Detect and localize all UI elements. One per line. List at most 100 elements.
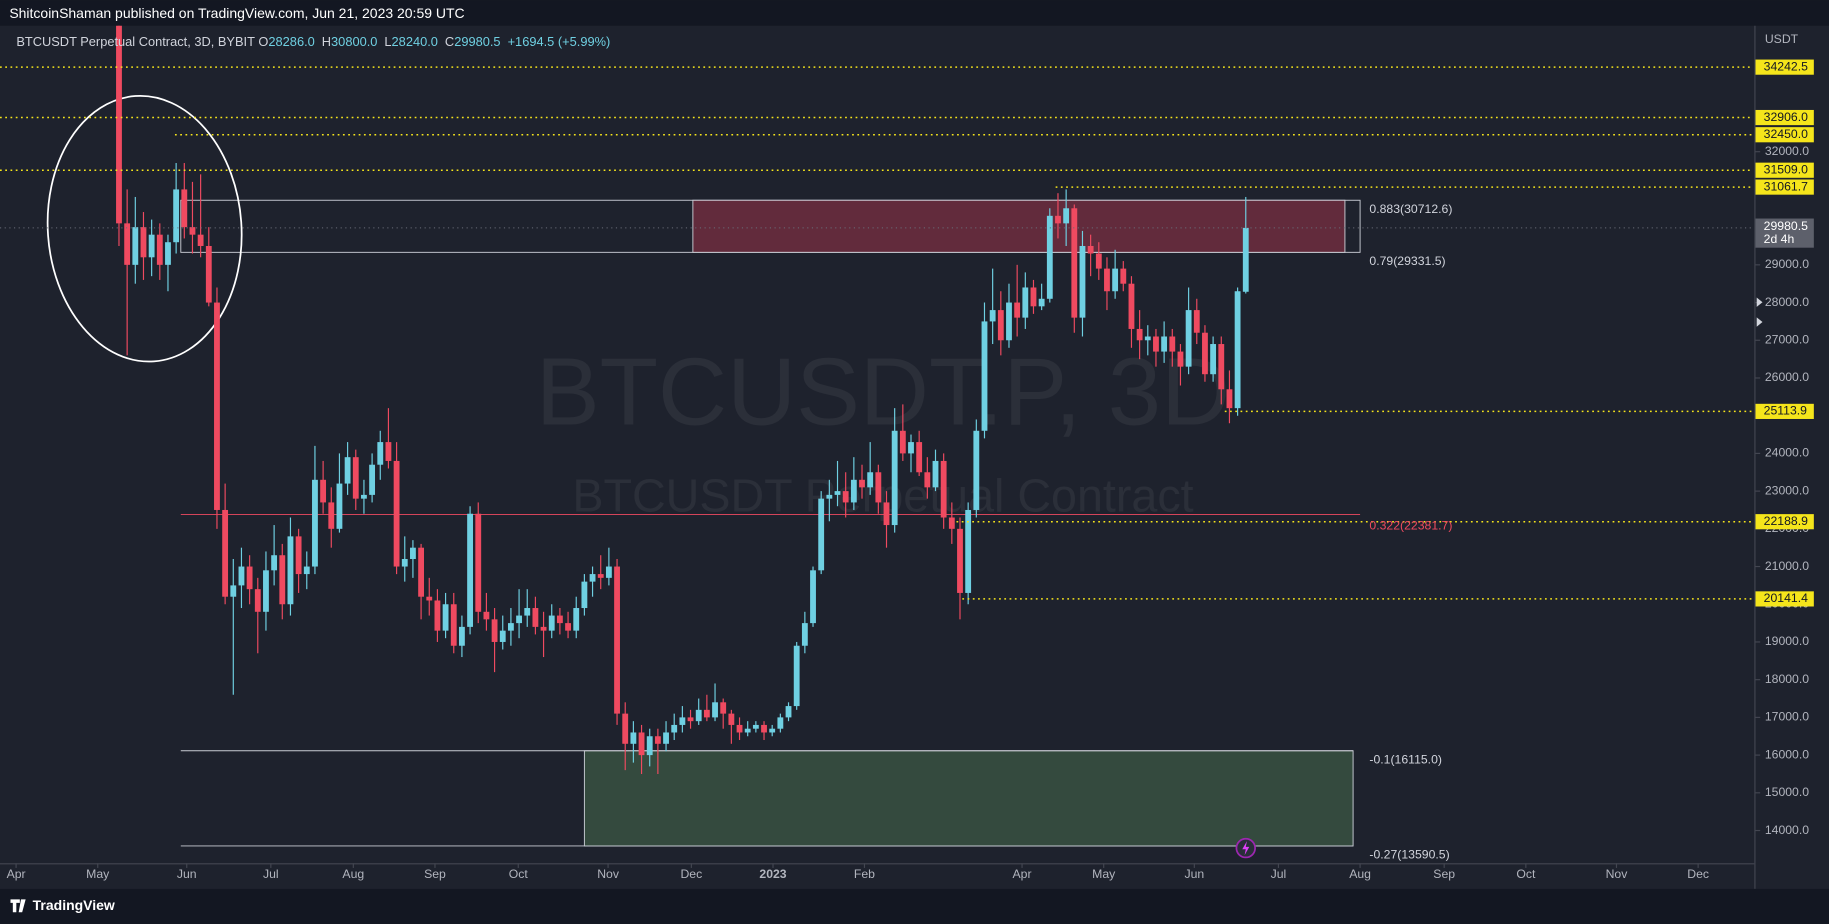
last-price-badge xyxy=(1755,218,1814,248)
candle-body xyxy=(801,623,808,646)
candle-body xyxy=(573,608,580,631)
candle-body xyxy=(712,702,718,718)
candle-body xyxy=(810,570,816,624)
candle-body xyxy=(263,570,269,612)
candle-body xyxy=(246,566,253,590)
candle-body xyxy=(908,442,914,454)
x-tick-label: Feb xyxy=(854,867,875,881)
candle-body xyxy=(973,430,980,510)
y-tick-label: 14000.0 xyxy=(1765,823,1809,837)
y-tick-label: 15000.0 xyxy=(1765,785,1809,799)
candle-body xyxy=(507,623,514,631)
candle-body xyxy=(1177,351,1184,367)
y-tick-label: 28000.0 xyxy=(1765,295,1809,309)
candle-body xyxy=(891,430,898,526)
x-tick-label: 2023 xyxy=(759,867,786,881)
ohlc-value: 28286.0 xyxy=(268,35,314,50)
level-label: 34242.5 xyxy=(1764,59,1808,73)
candle-body xyxy=(1136,328,1143,341)
watermark: BTCUSDT.P, 3D xyxy=(536,338,1230,445)
candle-body xyxy=(924,472,931,488)
candle-body xyxy=(287,536,294,605)
watermark-subtitle: BTCUSDT Perpetual Contract xyxy=(572,470,1193,522)
candle-body xyxy=(1030,287,1037,307)
candle-body xyxy=(1185,310,1192,367)
x-tick-label: Nov xyxy=(597,867,620,881)
candle-body xyxy=(483,611,490,620)
candle-body xyxy=(540,626,547,631)
candle-body xyxy=(867,472,874,488)
level-label: 20141.4 xyxy=(1764,591,1808,605)
candle-body xyxy=(352,457,359,499)
candle-body xyxy=(499,630,506,642)
candle-body xyxy=(205,245,212,303)
candle-body xyxy=(450,604,457,646)
fib-label: 0.79(29331.5) xyxy=(1369,254,1445,268)
y-tick-label: 26000.0 xyxy=(1765,370,1809,384)
level-label: 25113.9 xyxy=(1764,404,1808,418)
footer-bar xyxy=(0,888,1829,924)
candle-body xyxy=(981,321,988,431)
candle-body xyxy=(320,479,327,503)
candle-body xyxy=(401,558,408,567)
candle-body xyxy=(1226,389,1233,409)
ohlc-value: 29980.5 xyxy=(454,35,500,50)
level-badge xyxy=(1755,162,1814,178)
candle-body xyxy=(940,460,947,518)
symbol: BTCUSDT Perpetual Contract, 3D, BYBIT xyxy=(16,35,255,50)
candle-body xyxy=(1022,287,1029,318)
candle-body xyxy=(720,702,727,714)
candle-body xyxy=(1120,268,1127,284)
candle-body xyxy=(1063,208,1070,224)
candle-body xyxy=(965,509,972,593)
plot-area: BTCUSDT.P, 3D BTCUSDT Perpetual Contract xyxy=(0,25,1754,847)
candle-body xyxy=(614,566,620,714)
candle-body xyxy=(197,234,204,246)
candle-body xyxy=(597,574,604,578)
x-tick-label: Dec xyxy=(680,867,702,881)
brand: TradingView xyxy=(33,897,115,913)
candle-body xyxy=(859,479,865,488)
y-tick-label: 16000.0 xyxy=(1765,747,1809,761)
ohlc-letter: C xyxy=(445,35,454,50)
axis-arrow xyxy=(1756,297,1763,307)
candle-body xyxy=(393,460,400,567)
level-label: 32906.0 xyxy=(1764,110,1808,124)
candle-body xyxy=(1038,298,1045,307)
candle-body xyxy=(687,717,694,722)
candle-body xyxy=(752,724,759,729)
candle-body xyxy=(777,717,784,729)
candle-body xyxy=(728,713,735,725)
candle-body xyxy=(1079,245,1086,318)
candle-body xyxy=(377,442,384,465)
candle-body xyxy=(671,724,678,733)
candle-body xyxy=(344,457,351,484)
x-tick-label: Aug xyxy=(342,867,364,881)
candle-body xyxy=(369,464,376,495)
candle-body xyxy=(238,566,245,586)
candle-body xyxy=(1242,227,1249,292)
fib-zone-red xyxy=(692,199,1346,253)
x-tick-label: Apr xyxy=(7,867,26,881)
x-tick-label: Oct xyxy=(1516,867,1536,881)
candle-body xyxy=(875,472,882,503)
candle-body xyxy=(442,604,449,631)
candle-body xyxy=(818,498,825,571)
candle-body xyxy=(222,509,229,597)
candle-body xyxy=(312,479,318,567)
circle-annotation xyxy=(46,95,243,363)
candle-body xyxy=(475,513,482,612)
candle-body xyxy=(467,513,473,627)
y-tick-label: 32000.0 xyxy=(1765,144,1809,158)
candle-body xyxy=(589,574,596,582)
x-tick-label: Sep xyxy=(1433,867,1455,881)
candle-body xyxy=(769,728,776,733)
candle-body xyxy=(1055,215,1061,224)
candle-body xyxy=(948,517,955,529)
candle-body xyxy=(132,227,139,265)
candle-body xyxy=(605,566,612,578)
candle-body xyxy=(1218,344,1225,390)
candle-body xyxy=(826,494,833,499)
x-tick-label: Jun xyxy=(1184,867,1204,881)
